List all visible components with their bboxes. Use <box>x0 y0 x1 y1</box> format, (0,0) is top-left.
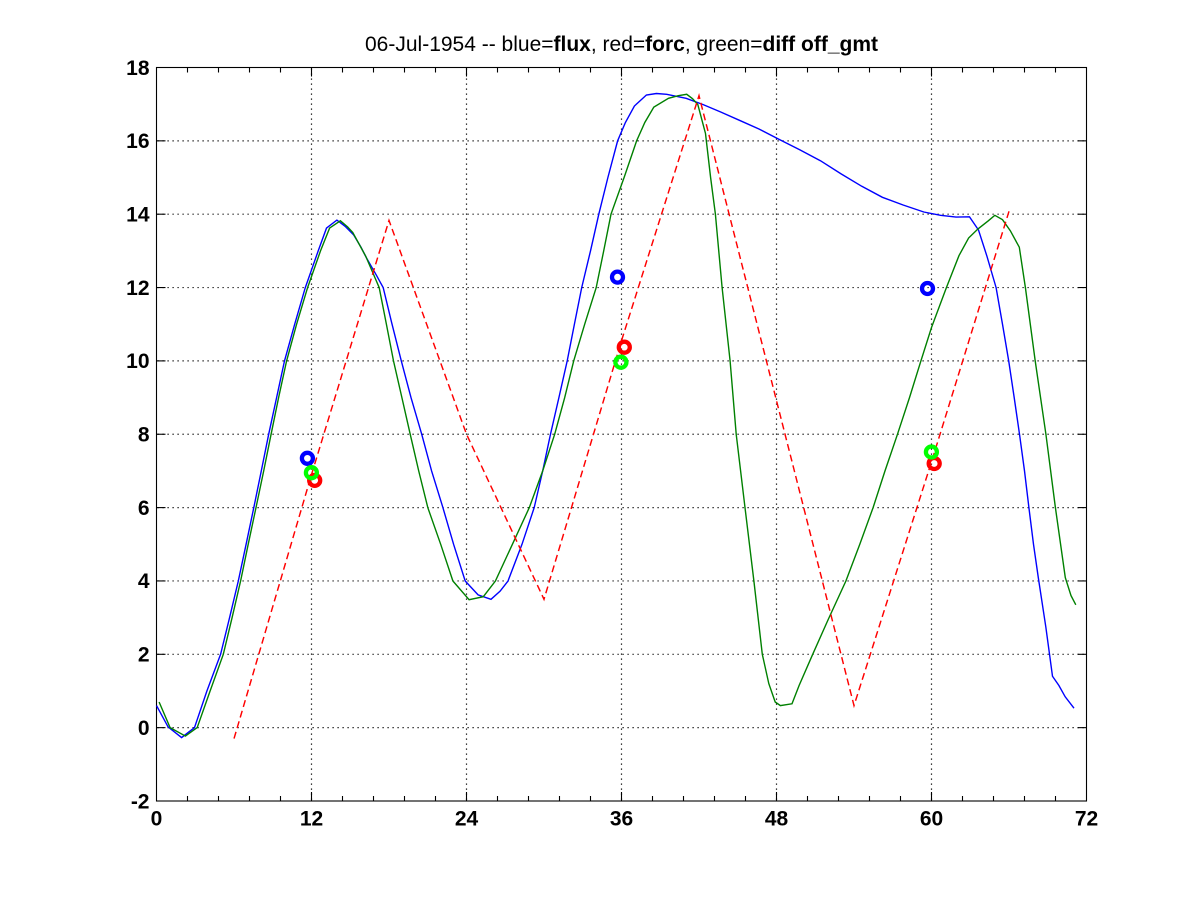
svg-text:0: 0 <box>151 808 163 831</box>
svg-text:12: 12 <box>126 277 149 300</box>
svg-text:-2: -2 <box>131 790 150 813</box>
svg-text:10: 10 <box>126 350 149 373</box>
svg-text:36: 36 <box>610 808 633 831</box>
svg-text:4: 4 <box>138 570 150 593</box>
svg-text:16: 16 <box>126 130 149 153</box>
svg-text:06-Jul-1954 -- blue=flux, red=: 06-Jul-1954 -- blue=flux, red=forc, gree… <box>365 33 878 56</box>
svg-text:0: 0 <box>138 717 150 740</box>
svg-text:48: 48 <box>765 808 789 831</box>
svg-text:60: 60 <box>920 808 943 831</box>
svg-text:2: 2 <box>138 644 150 667</box>
svg-text:18: 18 <box>126 57 150 80</box>
svg-text:72: 72 <box>1075 808 1098 831</box>
svg-text:14: 14 <box>126 204 150 227</box>
svg-text:6: 6 <box>138 497 150 520</box>
svg-text:12: 12 <box>300 808 323 831</box>
svg-text:8: 8 <box>138 424 150 447</box>
svg-text:24: 24 <box>455 808 479 831</box>
